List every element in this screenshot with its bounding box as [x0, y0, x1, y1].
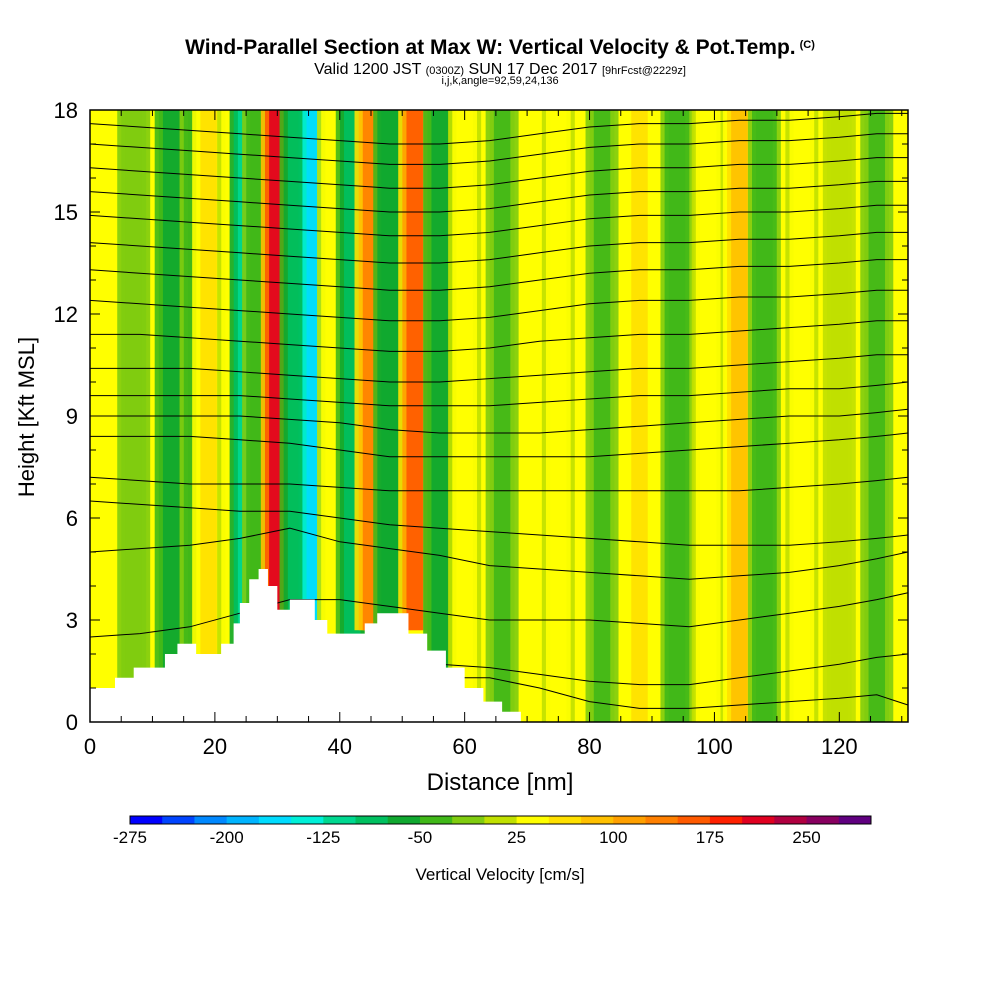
colorbar-swatch: [291, 816, 324, 824]
colorbar-swatch: [419, 816, 453, 824]
colorbar-tick-label: -125: [306, 828, 340, 847]
colorbar-tick-label: 25: [507, 828, 526, 847]
colorbar: -275 -200 -125 -50 25 100 175 250: [113, 815, 872, 847]
colorbar-tick-label: 100: [599, 828, 627, 847]
velocity-band: [731, 110, 748, 722]
y-tick-label: 0: [66, 710, 78, 735]
colorbar-tick-label: 250: [792, 828, 820, 847]
isentrope-line: [89, 259, 908, 291]
subtitle-date: SUN 17 Dec 2017: [468, 61, 598, 78]
subtitle-forecast: [9hrFcst@2229z]: [601, 65, 686, 77]
y-tick-label: 15: [54, 200, 78, 225]
chart-title: Wind-Parallel Section at Max W: Vertical…: [0, 36, 1000, 60]
colorbar-swatch: [355, 816, 389, 824]
x-tick-label: 100: [696, 734, 733, 759]
isentrope-line: [90, 381, 909, 407]
velocity-band: [868, 110, 886, 722]
colorbar-swatch: [645, 816, 679, 824]
colorbar-swatch: [484, 816, 518, 824]
x-tick-label: 0: [84, 734, 96, 759]
chart-subtitle-indices: i,j,k,angle=92,59,24,136: [441, 75, 559, 87]
colorbar-swatch: [806, 816, 840, 824]
colorbar-tick-label: -200: [210, 828, 244, 847]
x-tick-label: 20: [203, 734, 227, 759]
velocity-band: [756, 110, 773, 722]
isentrope-line: [90, 354, 908, 383]
y-tick-label: 6: [66, 506, 78, 531]
plot-axes: 0 20 40 60 80 100 120 0 3 6 9 12 15 18: [54, 98, 909, 759]
colorbar-tick-label: 175: [696, 828, 724, 847]
colorbar-tick-label: -50: [408, 828, 433, 847]
x-tick-label: 40: [328, 734, 352, 759]
colorbar-tick-label: -275: [113, 828, 147, 847]
colorbar-swatch: [130, 816, 163, 824]
velocity-band: [456, 110, 473, 722]
velocity-band: [668, 110, 686, 722]
isentrope-line: [89, 231, 908, 264]
velocity-band: [593, 110, 611, 722]
colorbar-swatch: [838, 816, 872, 824]
isentrope-line: [89, 476, 909, 492]
terrain-mask: [90, 569, 908, 722]
colorbar-swatch: [709, 816, 743, 824]
subtitle-valid: Valid 1200 JST: [314, 61, 422, 78]
colorbar-swatch: [613, 816, 646, 824]
isentrope-line: [89, 112, 908, 145]
isentrope-line: [89, 180, 908, 213]
x-tick-label: 60: [452, 734, 476, 759]
y-tick-label: 18: [54, 98, 78, 123]
colorbar-swatch: [194, 816, 228, 824]
isentrope-line: [89, 527, 909, 580]
colorbar-swatch: [323, 816, 357, 824]
y-axis-label: Height [Kft MSL]: [14, 337, 39, 497]
velocity-band: [699, 110, 717, 722]
isentrope-line: [90, 408, 909, 434]
isentrope-line: [89, 500, 909, 546]
velocity-band: [493, 110, 511, 722]
colorbar-swatch: [387, 816, 421, 824]
isentrope-line: [90, 432, 909, 458]
colorbar-swatch: [677, 816, 711, 824]
isentrope-line: [89, 133, 908, 165]
colorbar-swatch: [548, 816, 582, 824]
colorbar-swatch: [452, 816, 485, 824]
isentrope-line: [90, 320, 908, 352]
colorbar-swatch: [516, 816, 550, 824]
x-tick-label: 80: [577, 734, 601, 759]
colorbar-swatch: [226, 816, 260, 824]
velocity-band: [550, 110, 567, 722]
y-tick-label: 12: [54, 302, 78, 327]
colorbar-frame: [129, 815, 872, 825]
x-axis-label: Distance [nm]: [427, 769, 574, 796]
colorbar-swatch: [774, 816, 808, 824]
y-tick-label: 9: [66, 404, 78, 429]
colorbar-label: Vertical Velocity [cm/s]: [415, 865, 584, 884]
colorbar-swatch: [162, 816, 195, 824]
copyright-mark: (C): [799, 39, 815, 51]
isentrope-line: [89, 289, 908, 322]
velocity-band: [406, 110, 423, 631]
terrain-profile: [90, 569, 908, 722]
potential-temperature-contours: [89, 112, 909, 713]
isentrope-line: [89, 592, 909, 638]
chart-subtitle: Valid 1200 JST (0300Z) SUN 17 Dec 2017 […: [0, 61, 1000, 79]
isentrope-line: [89, 157, 908, 189]
velocity-band: [631, 110, 648, 722]
velocity-band: [431, 110, 448, 722]
colorbar-swatch: [742, 816, 775, 824]
x-tick-label: 120: [821, 734, 858, 759]
chart-title-text: Wind-Parallel Section at Max W: Vertical…: [185, 36, 796, 59]
subtitle-utc: (0300Z): [425, 65, 465, 77]
colorbar-swatch: [258, 816, 292, 824]
y-tick-label: 3: [66, 608, 78, 633]
colorbar-swatch: [581, 816, 614, 824]
isentrope-line: [89, 204, 908, 237]
